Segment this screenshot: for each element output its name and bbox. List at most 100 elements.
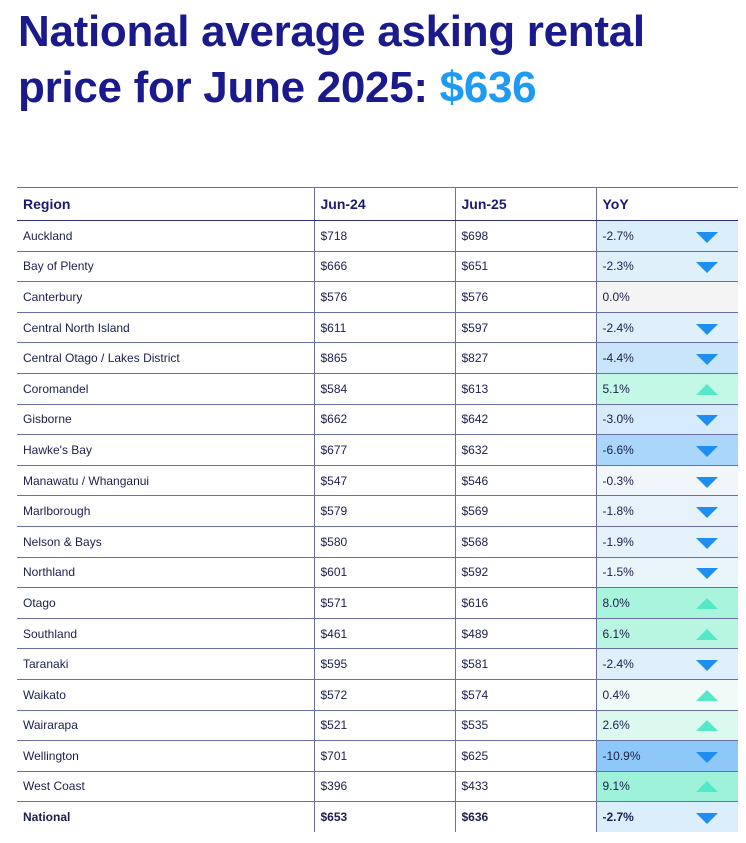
- yoy-value: 2.6%: [602, 718, 630, 733]
- yoy-value: -0.3%: [602, 473, 634, 488]
- yoy-value: -1.8%: [602, 504, 634, 519]
- region-cell: Auckland: [17, 220, 315, 252]
- arrow-up-icon: [696, 597, 718, 609]
- table-row: Southland $461 $489 6.1%: [17, 618, 738, 650]
- yoy-change-cell: -2.7%: [596, 220, 738, 252]
- yoy-change-cell: 8.0%: [596, 587, 738, 619]
- header-jun-25: Jun-25: [455, 187, 597, 221]
- region-cell: Gisborne: [17, 404, 315, 436]
- table-row: West Coast $396 $433 9.1%: [17, 771, 738, 803]
- arrow-up-icon: [696, 383, 718, 395]
- jun-24-price-cell: $576: [314, 281, 456, 313]
- yoy-change-cell: -2.7%: [596, 801, 738, 832]
- region-cell: Northland: [17, 557, 315, 589]
- region-cell: Waikato: [17, 679, 315, 711]
- yoy-value: -6.6%: [602, 442, 634, 457]
- yoy-change-cell: 9.1%: [596, 771, 738, 803]
- yoy-value: -4.4%: [602, 351, 634, 366]
- jun-25-price-cell: $632: [455, 434, 597, 466]
- table-row: Auckland $718 $698 -2.7%: [17, 220, 738, 252]
- arrow-up-icon: [696, 689, 718, 701]
- arrow-down-icon: [696, 660, 718, 672]
- jun-24-price-cell: $572: [314, 679, 456, 711]
- national-total-row: National $653 $636 -2.7%: [17, 801, 738, 832]
- jun-24-price-cell: $653: [314, 801, 456, 832]
- arrow-down-icon: [696, 537, 718, 549]
- jun-24-price-cell: $595: [314, 648, 456, 680]
- table-header-row: Region Jun-24 Jun-25 YoY: [17, 187, 738, 221]
- yoy-change-cell: -2.4%: [596, 648, 738, 680]
- jun-24-price-cell: $461: [314, 618, 456, 650]
- jun-24-price-cell: $521: [314, 710, 456, 742]
- region-cell: Hawke's Bay: [17, 434, 315, 466]
- yoy-value: 9.1%: [602, 779, 630, 794]
- yoy-value: -2.4%: [602, 320, 634, 335]
- table-row: Waikato $572 $574 0.4%: [17, 679, 738, 711]
- yoy-value: 8.0%: [602, 595, 630, 610]
- yoy-value: -1.5%: [602, 565, 634, 580]
- table-body: Auckland $718 $698 -2.7% Bay of Plenty $666 $6…: [17, 220, 738, 832]
- table-row: Hawke's Bay $677 $632 -6.6%: [17, 434, 738, 466]
- region-cell: Canterbury: [17, 281, 315, 313]
- yoy-value: 5.1%: [602, 381, 630, 396]
- region-cell: Nelson & Bays: [17, 526, 315, 558]
- header-jun-24: Jun-24: [314, 187, 456, 221]
- region-cell: Taranaki: [17, 648, 315, 680]
- table-row: Canterbury $576 $576 0.0%: [17, 281, 738, 313]
- yoy-value: -2.3%: [602, 259, 634, 274]
- yoy-change-cell: -2.4%: [596, 312, 738, 344]
- jun-25-price-cell: $698: [455, 220, 597, 252]
- jun-25-price-cell: $597: [455, 312, 597, 344]
- region-cell: Otago: [17, 587, 315, 619]
- arrow-up-icon: [696, 628, 718, 640]
- jun-25-price-cell: $651: [455, 251, 597, 283]
- jun-24-price-cell: $611: [314, 312, 456, 344]
- jun-25-price-cell: $625: [455, 740, 597, 772]
- jun-24-price-cell: $396: [314, 771, 456, 803]
- arrow-down-icon: [696, 231, 718, 243]
- jun-24-price-cell: $584: [314, 373, 456, 405]
- jun-24-price-cell: $547: [314, 465, 456, 497]
- yoy-value: 0.4%: [602, 687, 630, 702]
- region-cell: Bay of Plenty: [17, 251, 315, 283]
- region-cell: National: [17, 801, 315, 832]
- table-row: Central Otago / Lakes District $865 $827 -4…: [17, 342, 738, 374]
- yoy-value: 0.0%: [602, 289, 630, 304]
- yoy-change-cell: 6.1%: [596, 618, 738, 650]
- region-cell: Central Otago / Lakes District: [17, 342, 315, 374]
- arrow-down-icon: [696, 415, 718, 427]
- header-yoy: YoY: [596, 187, 738, 221]
- table-row: Nelson & Bays $580 $568 -1.9%: [17, 526, 738, 558]
- jun-25-price-cell: $546: [455, 465, 597, 497]
- arrow-down-icon: [696, 507, 718, 519]
- jun-25-price-cell: $535: [455, 710, 597, 742]
- jun-24-price-cell: $701: [314, 740, 456, 772]
- region-cell: West Coast: [17, 771, 315, 803]
- yoy-change-cell: 2.6%: [596, 710, 738, 742]
- yoy-change-cell: -10.9%: [596, 740, 738, 772]
- arrow-down-icon: [696, 751, 718, 763]
- yoy-change-cell: -1.9%: [596, 526, 738, 558]
- jun-24-price-cell: $666: [314, 251, 456, 283]
- arrow-down-icon: [696, 813, 718, 825]
- jun-25-price-cell: $827: [455, 342, 597, 374]
- yoy-change-cell: -1.5%: [596, 557, 738, 589]
- yoy-value: -3.0%: [602, 412, 634, 427]
- table-row: Wellington $701 $625 -10.9%: [17, 740, 738, 772]
- title-text: National average asking rental price for…: [18, 7, 645, 112]
- jun-24-price-cell: $865: [314, 342, 456, 374]
- jun-25-price-cell: $581: [455, 648, 597, 680]
- yoy-change-cell: -2.3%: [596, 251, 738, 283]
- table-row: Taranaki $595 $581 -2.4%: [17, 648, 738, 680]
- arrow-up-icon: [696, 720, 718, 732]
- jun-25-price-cell: $613: [455, 373, 597, 405]
- jun-25-price-cell: $636: [455, 801, 597, 832]
- yoy-change-cell: -3.0%: [596, 404, 738, 436]
- yoy-change-cell: -4.4%: [596, 342, 738, 374]
- region-cell: Marlborough: [17, 495, 315, 527]
- header-region: Region: [17, 187, 315, 221]
- table-row: Wairarapa $521 $535 2.6%: [17, 710, 738, 742]
- jun-24-price-cell: $718: [314, 220, 456, 252]
- yoy-value: -2.7%: [602, 228, 634, 243]
- jun-25-price-cell: $433: [455, 771, 597, 803]
